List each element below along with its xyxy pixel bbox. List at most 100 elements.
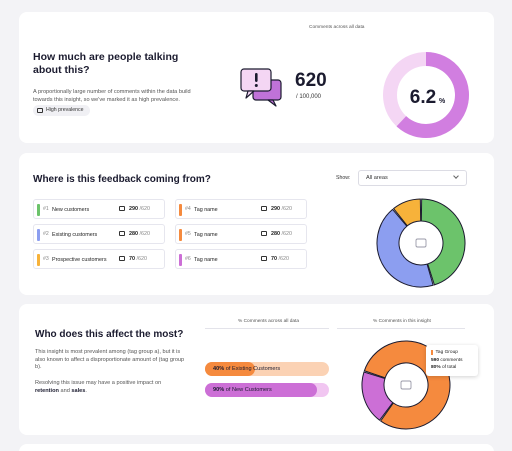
comment-icon [261, 231, 267, 236]
area-select-value: All areas [366, 175, 388, 181]
source-count: 70 /620 [271, 256, 289, 262]
comment-icon [261, 256, 267, 261]
p2-suffix: . [85, 387, 87, 394]
comment-icon [400, 380, 412, 390]
tooltip-comments-label: comments [440, 357, 463, 363]
progress-text: 90% of New Customers [213, 383, 272, 397]
percent-sign: % [439, 98, 446, 105]
source-count-total: /620 [278, 256, 290, 262]
p2-mid: and [58, 387, 72, 394]
p2-sales: sales [71, 387, 86, 394]
source-item[interactable]: #2 Existing customers 280 /620 [33, 224, 165, 244]
source-count-value: 70 [271, 256, 277, 262]
source-rank: #5 [185, 231, 191, 237]
source-color-bar [37, 204, 40, 216]
label-all-data: % Comments across all data [238, 319, 300, 324]
next-card [19, 444, 494, 451]
show-label: Show: [336, 175, 351, 181]
prevalence-badge: High prevalence [33, 105, 90, 116]
source-count-value: 290 [129, 206, 138, 212]
label-insight: % Comments in this insight [373, 319, 431, 324]
source-name: Tag name [194, 231, 218, 238]
chat-bubbles-icon [240, 68, 282, 107]
source-item[interactable]: #4 Tag name 290 /620 [175, 199, 307, 219]
tooltip-percent: 80% [431, 365, 441, 370]
area-select[interactable]: All areas [358, 170, 467, 186]
donut-slice[interactable] [420, 198, 466, 286]
prevalence-description: A proportionally large number of comment… [33, 89, 191, 103]
chevron-down-icon [453, 173, 459, 179]
comment-icon [119, 231, 125, 236]
donut-slice[interactable] [392, 198, 422, 227]
source-item[interactable]: #3 Prospective customers 70 /620 [33, 249, 165, 269]
affect-paragraph-2: Resolving this issue may have a positive… [35, 380, 185, 395]
progress-bar-existing: 40% of Existing Customers [205, 362, 329, 376]
source-rank: #6 [185, 256, 191, 262]
tooltip-color-bar [431, 350, 433, 356]
prevalence-title: How much are people talking about this? [33, 51, 179, 76]
donut-tooltip: Tag Group 590 comments 80% of total [426, 345, 478, 376]
source-item[interactable]: #1 New customers 290 /620 [33, 199, 165, 219]
divider [205, 328, 329, 329]
donut-slice[interactable] [376, 208, 434, 288]
source-rank: #2 [43, 231, 49, 237]
tooltip-percent-label: of total [441, 365, 457, 370]
progress-pct: 90% [213, 387, 225, 393]
progress-pct: 40% [213, 366, 225, 372]
source-color-bar [179, 229, 182, 241]
source-count-total: /620 [139, 231, 151, 237]
divider [337, 328, 465, 329]
source-count-total: /620 [139, 206, 151, 212]
affect-title: Who does this affect the most? [35, 329, 184, 340]
source-name: Existing customers [52, 231, 98, 238]
sources-title: Where is this feedback coming from? [33, 174, 211, 185]
source-name: Prospective customers [52, 256, 107, 263]
p2-retention: retention [35, 387, 59, 394]
source-count: 280 /620 [271, 231, 292, 237]
source-count: 290 /620 [129, 206, 150, 212]
source-rank: #3 [43, 256, 49, 262]
source-count-value: 280 [271, 231, 280, 237]
source-count-total: /620 [136, 256, 148, 262]
progress-label: of Existing Customers [225, 366, 281, 372]
source-count-value: 280 [129, 231, 138, 237]
comment-icon [119, 206, 125, 211]
source-rank: #4 [185, 206, 191, 212]
source-count: 280 /620 [129, 231, 150, 237]
source-count-value: 290 [271, 206, 280, 212]
source-count: 70 /620 [129, 256, 147, 262]
tooltip-group: Tag Group [435, 350, 458, 355]
affect-card: Who does this affect the most? This insi… [19, 304, 494, 435]
donut-slice[interactable] [361, 371, 394, 421]
progress-fill [205, 383, 317, 397]
source-name: New customers [52, 206, 90, 213]
progress-bar-new: 90% of New Customers [205, 383, 329, 397]
comment-icon [415, 238, 427, 248]
source-color-bar [37, 254, 40, 266]
progress-label: of New Customers [225, 387, 272, 393]
source-donut [376, 198, 466, 288]
source-item[interactable]: #6 Tag name 70 /620 [175, 249, 307, 269]
source-name: Tag name [194, 256, 218, 263]
source-color-bar [179, 254, 182, 266]
tooltip-comments: 590 [431, 357, 440, 363]
comment-total: / 100,000 [296, 94, 322, 100]
source-item[interactable]: #5 Tag name 280 /620 [175, 224, 307, 244]
source-color-bar [179, 204, 182, 216]
p2-prefix: Resolving this issue may have a positive… [35, 380, 162, 386]
progress-fill [205, 362, 255, 376]
percent-value: 6.2 [410, 87, 436, 108]
comment-icon [37, 108, 43, 113]
comments-label: Comments across all data [309, 25, 365, 30]
source-count: 290 /620 [271, 206, 292, 212]
source-name: Tag name [194, 206, 218, 213]
source-color-bar [37, 229, 40, 241]
source-count-value: 70 [129, 256, 135, 262]
prevalence-donut: 6.2 % [383, 52, 469, 138]
affect-paragraph-1: This insight is most prevalent among (ta… [35, 349, 185, 370]
source-count-total: /620 [281, 231, 293, 237]
badge-label: High prevalence [46, 107, 84, 113]
comment-icon [261, 206, 267, 211]
donut-arc [396, 52, 469, 138]
progress-text: 40% of Existing Customers [213, 362, 280, 376]
